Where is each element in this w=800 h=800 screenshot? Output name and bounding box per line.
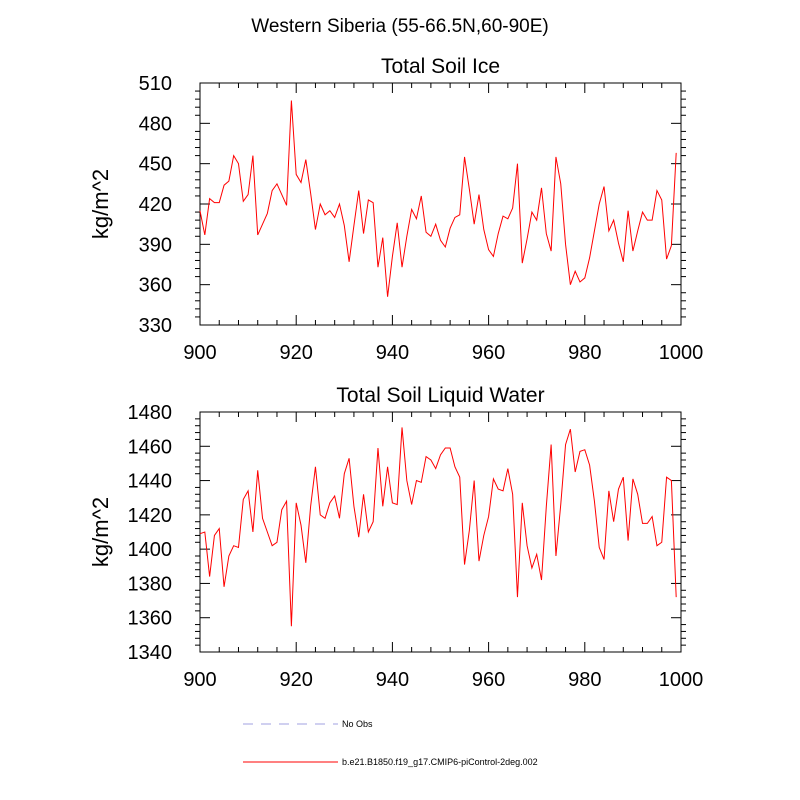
y-tick-label: 420 [139,194,172,216]
x-tick-label: 980 [568,342,601,364]
panel-1: 900 920 940 960 980 1000 330 360 390 420 450 480 510… [88,55,703,364]
x-tick-label: 1000 [659,669,704,691]
x-tick-label: 960 [472,669,505,691]
x-tick-label: 960 [472,342,505,364]
legend: No Obs b.e21.B1850.f19_g17.CMIP6-piContro… [243,719,538,767]
x-tick-label: 940 [376,669,409,691]
y-tick-label: 360 [139,275,172,297]
y-tick-label: 1380 [128,573,173,595]
x-tick-label: 920 [280,669,313,691]
x-tick-label: 920 [280,342,313,364]
x-tick-label: 980 [568,669,601,691]
y-axis-title: kg/m^2 [88,169,113,239]
x-tick-label: 900 [183,342,216,364]
panel-2: 900 920 940 960 980 1000 1340 1360 1380 1400 1420 1… [88,384,703,691]
y-axis-title: kg/m^2 [88,497,113,567]
legend-label-2: b.e21.B1850.f19_g17.CMIP6-piControl-2deg… [342,757,538,767]
y-tick-label: 480 [139,113,172,135]
y-tick-label: 1480 [128,402,173,424]
panel-title: Total Soil Liquid Water [336,384,544,407]
y-tick-label: 1420 [128,505,173,527]
y-tick-label: 450 [139,154,172,176]
plot-frame [199,411,682,653]
y-tick-label: 1400 [128,539,173,561]
x-tick-label: 940 [376,342,409,364]
y-tick-label: 510 [139,73,172,95]
y-tick-label: 1340 [128,642,173,664]
series-line-1 [199,427,677,627]
y-tick-label: 1360 [128,608,173,630]
figure-title: Western Siberia (55-66.5N,60-90E) [251,16,548,37]
y-tick-label: 1440 [128,471,173,493]
y-tick-label: 390 [139,234,172,256]
y-tick-label: 330 [139,315,172,337]
plot-frame [199,82,682,326]
y-tick-label: 1460 [128,436,173,458]
series-line-1 [199,100,677,297]
x-tick-label: 900 [183,669,216,691]
panel-title: Total Soil Ice [381,55,500,78]
legend-label-1: No Obs [342,719,373,729]
x-tick-label: 1000 [659,342,704,364]
